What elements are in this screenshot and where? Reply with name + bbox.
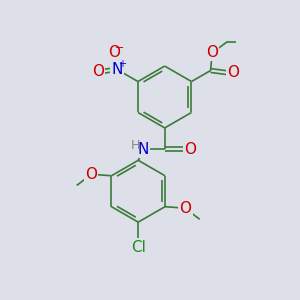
Text: −: − xyxy=(115,43,125,53)
Text: O: O xyxy=(228,65,240,80)
Text: methoxy: methoxy xyxy=(74,190,81,191)
Text: +: + xyxy=(118,59,126,70)
Text: O: O xyxy=(184,142,196,157)
Text: O: O xyxy=(92,64,104,79)
Text: O: O xyxy=(85,167,97,182)
Text: O: O xyxy=(206,45,218,60)
Text: O: O xyxy=(180,201,192,216)
Text: N: N xyxy=(111,62,123,77)
Text: H: H xyxy=(130,139,140,152)
Text: O: O xyxy=(108,45,120,60)
Text: N: N xyxy=(138,142,149,157)
Text: Cl: Cl xyxy=(131,240,146,255)
